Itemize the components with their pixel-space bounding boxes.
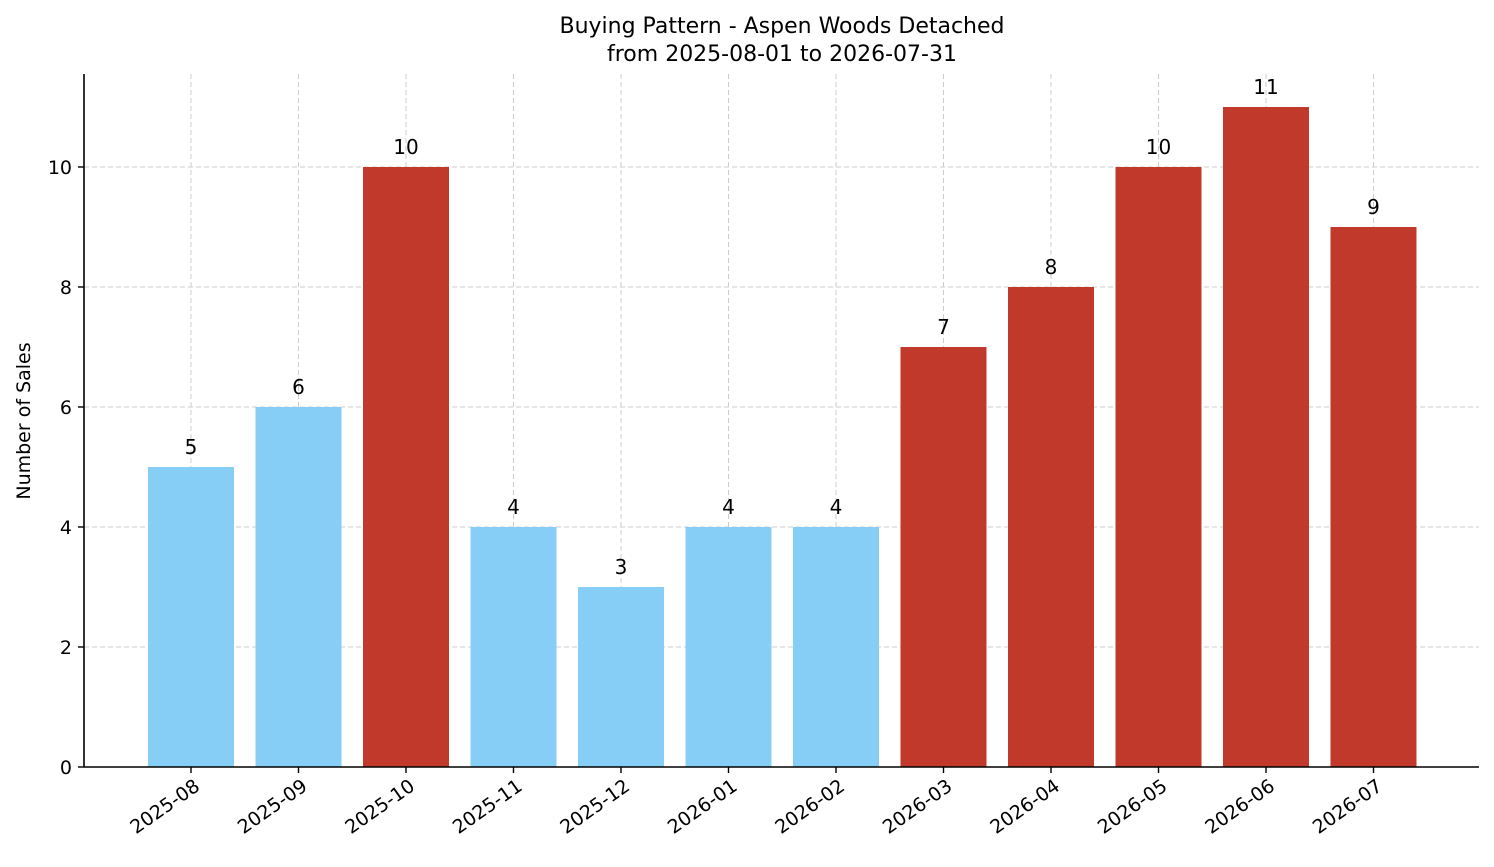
y-tick-label: 4: [60, 517, 72, 539]
y-tick-label: 2: [60, 637, 72, 659]
bar-2026-04: [1008, 287, 1094, 767]
bar-2026-03: [900, 347, 987, 767]
bar-2025-09: [255, 407, 342, 767]
bar-value-label: 10: [1146, 135, 1171, 159]
bar-2026-05: [1115, 167, 1202, 767]
bar-value-label: 5: [185, 435, 198, 459]
bar-value-label: 6: [292, 375, 305, 399]
x-tick-label: 2026-04: [986, 775, 1064, 839]
x-tick-label: 2026-03: [879, 775, 957, 839]
x-tick-label: 2026-07: [1309, 775, 1387, 839]
bar-value-label: 4: [507, 495, 520, 519]
chart-title-line1: Buying Pattern - Aspen Woods Detached: [559, 14, 1004, 39]
x-tick-label: 2026-01: [664, 775, 742, 839]
bar-2026-01: [685, 527, 772, 767]
y-tick-label: 0: [60, 757, 72, 779]
bar-2025-12: [578, 587, 664, 767]
bar-2025-10: [363, 167, 449, 767]
x-tick-label: 2025-10: [341, 775, 419, 839]
bar-value-label: 10: [393, 135, 418, 159]
bar-2025-11: [470, 527, 557, 767]
bar-2025-08: [148, 467, 234, 767]
y-tick-label: 10: [48, 157, 72, 179]
bar-2026-07: [1330, 227, 1417, 767]
bars-layer: [148, 107, 1417, 767]
x-tick-label: 2026-02: [771, 775, 849, 839]
bar-value-label: 9: [1367, 195, 1380, 219]
x-tick-label: 2025-11: [449, 775, 527, 839]
bar-value-label: 7: [937, 315, 950, 339]
chart-title-line2: from 2025-08-01 to 2026-07-31: [607, 42, 957, 67]
bar-value-label: 3: [615, 555, 628, 579]
y-axis-label: Number of Sales: [13, 342, 35, 499]
bar-value-label: 11: [1253, 75, 1278, 99]
x-tick-label: 2026-05: [1094, 775, 1172, 839]
bar-value-label: 8: [1045, 255, 1058, 279]
x-tick-label: 2025-08: [126, 775, 204, 839]
x-tick-label: 2025-09: [234, 775, 312, 839]
y-tick-label: 6: [60, 397, 72, 419]
bar-2026-06: [1223, 107, 1309, 767]
x-tick-label: 2025-12: [556, 775, 634, 839]
x-tick-label: 2026-06: [1201, 775, 1279, 839]
bar-2026-02: [793, 527, 879, 767]
bar-value-label: 4: [830, 495, 843, 519]
y-tick-label: 8: [60, 277, 72, 299]
bar-value-label: 4: [722, 495, 735, 519]
bar-labels-layer: 5 6 10 4 3 4 4 7 8 10 11 9: [185, 75, 1380, 579]
